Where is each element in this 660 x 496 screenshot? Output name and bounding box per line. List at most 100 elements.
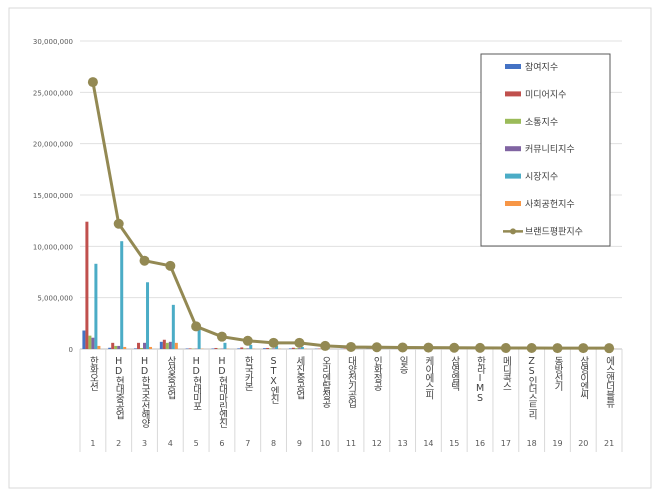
- bar-커뮤니티지수: [91, 337, 95, 349]
- x-category-label: 에스앤더블류: [604, 356, 615, 409]
- legend-label: 미디어지수: [525, 89, 566, 100]
- bar-시장지수: [223, 342, 227, 349]
- x-rank-label: 16: [475, 439, 485, 448]
- bar-미디어지수: [137, 342, 141, 349]
- bar-참여지수: [237, 348, 241, 349]
- brand-index-point: [320, 340, 331, 351]
- brand-index-point: [449, 342, 460, 353]
- bar-소통지수: [243, 348, 247, 349]
- bar-소통지수: [88, 335, 92, 349]
- brand-index-point: [139, 255, 150, 266]
- brand-index-point: [165, 260, 176, 271]
- brand-index-point: [371, 342, 382, 353]
- x-category-label: 일승: [397, 356, 408, 374]
- bar-시장지수: [275, 345, 279, 349]
- brand-index-point: [552, 343, 563, 354]
- bar-참여지수: [185, 348, 189, 349]
- x-rank-label: 5: [194, 439, 199, 448]
- bar-시장지수: [171, 304, 175, 349]
- brand-index-point: [242, 335, 253, 346]
- brand-index-point: [500, 342, 511, 353]
- x-category-label: 인화정공: [371, 356, 382, 391]
- brand-index-point: [268, 337, 279, 348]
- x-rank-label: 1: [90, 439, 95, 448]
- y-tick-label: 25,000,000: [33, 89, 73, 97]
- x-category-label: 한국카본: [242, 356, 253, 391]
- bar-시장지수: [94, 263, 98, 349]
- bar-미디어지수: [111, 342, 115, 349]
- brand-index-point: [113, 218, 124, 229]
- brand-index-point: [423, 342, 434, 353]
- x-category-label: 메디콕스: [500, 356, 511, 390]
- legend-swatch: [505, 64, 521, 69]
- brand-index-point: [294, 337, 305, 348]
- legend-label: 커뮤니티지수: [525, 144, 575, 155]
- brand-index-point: [87, 77, 98, 88]
- x-category-label: ZS인더스트리: [526, 356, 537, 420]
- x-category-label: 오리엔탈정공: [320, 356, 331, 408]
- x-category-label: 대양전기공업: [346, 356, 357, 408]
- bar-미디어지수: [240, 347, 244, 349]
- legend-label: 시장지수: [525, 172, 558, 183]
- bar-사회공헌지수: [149, 346, 153, 349]
- bar-커뮤니티지수: [143, 342, 147, 349]
- brand-index-point: [216, 331, 227, 342]
- legend-line-marker: [510, 228, 516, 235]
- bar-참여지수: [134, 348, 138, 349]
- x-rank-label: 4: [168, 439, 173, 448]
- bar-미디어지수: [162, 339, 166, 349]
- x-rank-label: 8: [271, 439, 276, 448]
- x-category-label: HD현대마린엔진: [216, 356, 227, 428]
- y-tick-label: 5,000,000: [37, 295, 73, 303]
- x-category-label: 케이에스피: [423, 356, 434, 400]
- x-category-label: 삼영이엔씨: [578, 356, 589, 399]
- brand-index-point: [526, 342, 537, 353]
- bar-참여지수: [211, 348, 215, 349]
- bar-소통지수: [165, 342, 169, 349]
- bar-미디어지수: [266, 347, 270, 349]
- bar-미디어지수: [85, 221, 89, 349]
- bar-참여지수: [82, 330, 86, 349]
- bar-시장지수: [249, 344, 253, 349]
- y-tick-label: 20,000,000: [33, 141, 73, 149]
- x-category-label: HD현대중공업: [113, 356, 124, 419]
- bar-커뮤니티지수: [246, 348, 250, 349]
- x-rank-label: 3: [142, 439, 147, 448]
- x-rank-label: 2: [116, 439, 121, 448]
- x-rank-label: 13: [398, 439, 408, 448]
- legend-label: 소통지수: [525, 117, 558, 128]
- bar-소통지수: [269, 348, 273, 349]
- bar-소통지수: [294, 348, 298, 349]
- brand-index-point: [475, 342, 486, 353]
- bar-사회공헌지수: [123, 346, 127, 349]
- x-category-label: 한화오션: [87, 356, 98, 391]
- brand-index-point: [397, 342, 408, 353]
- x-rank-label: 14: [423, 439, 433, 448]
- legend-label: 사회공헌지수: [525, 199, 575, 210]
- legend-swatch: [505, 201, 521, 206]
- y-tick-label: 10,000,000: [33, 243, 73, 251]
- bar-참여지수: [159, 341, 163, 349]
- bar-시장지수: [300, 346, 304, 349]
- x-rank-label: 19: [552, 439, 562, 448]
- x-rank-label: 15: [449, 439, 459, 448]
- bar-미디어지수: [291, 347, 295, 349]
- x-rank-label: 7: [245, 439, 250, 448]
- x-rank-label: 11: [346, 439, 356, 448]
- x-category-label: 동방선기: [552, 356, 563, 392]
- bar-커뮤니티지수: [168, 341, 172, 349]
- bar-참여지수: [263, 348, 267, 349]
- bar-사회공헌지수: [97, 345, 101, 349]
- bar-소통지수: [140, 347, 144, 349]
- bar-커뮤니티지수: [297, 348, 301, 349]
- legend-swatch: [505, 173, 521, 179]
- x-category-label: 한라IMS: [475, 356, 486, 403]
- bar-미디어지수: [214, 347, 218, 349]
- brand-index-point: [578, 343, 589, 354]
- bar-참여지수: [288, 348, 292, 349]
- x-rank-label: 10: [320, 439, 330, 448]
- x-category-label: HD현대미포: [191, 356, 202, 410]
- legend-swatch: [505, 91, 521, 97]
- brand-index-point: [604, 343, 615, 354]
- x-category-label: HD한국조선해양: [139, 356, 150, 428]
